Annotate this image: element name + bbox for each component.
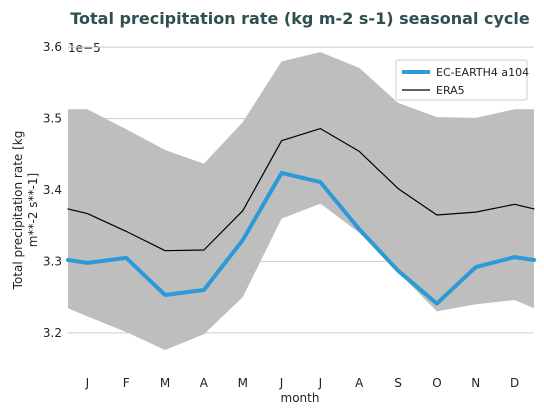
y-axis-label-line2: m**-2 s**-1] [26, 173, 40, 247]
y-tick-label: 3.5 [43, 112, 62, 126]
spread-band [68, 52, 534, 350]
x-tick-label: J [318, 376, 323, 390]
y-tick-label: 3.4 [43, 183, 62, 197]
x-tick-label: S [394, 376, 402, 390]
x-axis-label: month [281, 391, 320, 405]
x-tick-label: O [432, 376, 441, 390]
y-offset-label: 1e−5 [68, 41, 101, 55]
y-axis-label-line1: Total precipitation rate [kg [11, 131, 25, 291]
x-tick-label: J [279, 376, 284, 390]
chart-title: Total precipitation rate (kg m-2 s-1) se… [70, 9, 530, 28]
x-tick-label: F [123, 376, 130, 390]
y-tick-label: 3.2 [43, 326, 62, 340]
legend-label-era5: ERA5 [436, 84, 465, 97]
series-line-ec-earth [66, 170, 536, 306]
x-tick-label: M [160, 376, 170, 390]
x-tick-label: D [510, 376, 519, 390]
x-tick-label: M [238, 376, 248, 390]
y-tick-label: 3.3 [43, 254, 62, 268]
x-tick-label: N [471, 376, 480, 390]
x-tick-label: A [200, 376, 209, 390]
series-line-era5 [67, 128, 535, 252]
legend: EC-EARTH4 a104 ERA5 [395, 59, 529, 101]
legend-label-ec-earth: EC-EARTH4 a104 [436, 66, 529, 79]
series-lines [66, 128, 536, 306]
y-tick-labels: 3.2 3.3 3.4 3.5 3.6 [43, 40, 62, 340]
y-tick-label: 3.6 [43, 40, 62, 54]
x-tick-label: J [85, 376, 90, 390]
x-tick-label: A [355, 376, 364, 390]
